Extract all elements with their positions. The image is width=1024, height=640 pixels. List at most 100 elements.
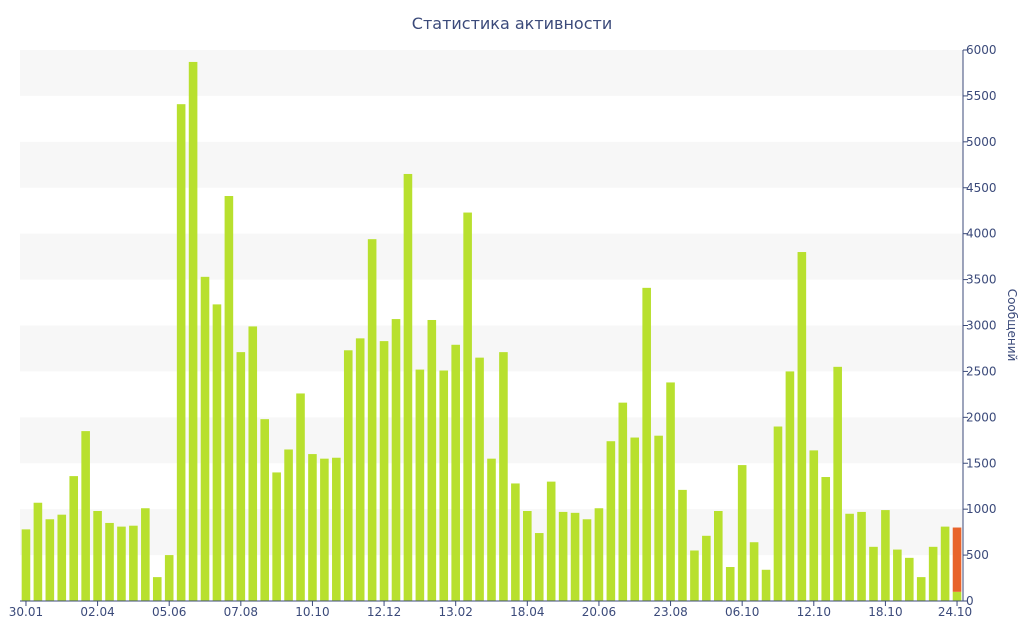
y-tick-label: 6000: [966, 43, 997, 57]
bar[interactable]: [606, 441, 616, 601]
bar[interactable]: [714, 511, 723, 601]
grid-band: [20, 141, 963, 188]
x-tick-label: 02.04: [80, 605, 114, 619]
y-tick-label: 0: [966, 594, 974, 608]
bar[interactable]: [284, 449, 293, 601]
y-tick-label: 1500: [966, 456, 997, 470]
x-tick-label: 07.08: [224, 605, 258, 619]
bar[interactable]: [57, 514, 67, 601]
bar[interactable]: [511, 483, 520, 601]
bar[interactable]: [475, 357, 484, 601]
bar[interactable]: [176, 104, 186, 602]
bar[interactable]: [833, 366, 842, 601]
y-tick-label: 1000: [966, 502, 997, 516]
bar[interactable]: [200, 276, 210, 601]
bar[interactable]: [869, 546, 878, 601]
bar[interactable]: [260, 419, 269, 601]
bar[interactable]: [523, 511, 532, 601]
bar[interactable]: [105, 522, 114, 601]
y-axis-ticks: 0 500 1000 1500 2000 2500 3000 3500 4000 4500 5000…: [963, 43, 997, 608]
bar[interactable]: [164, 555, 174, 601]
bar[interactable]: [702, 535, 711, 601]
bar[interactable]: [487, 458, 496, 601]
bar[interactable]: [129, 525, 138, 601]
bar[interactable]: [630, 437, 640, 601]
bar[interactable]: [893, 549, 902, 601]
bar[interactable]: [33, 502, 43, 601]
bar[interactable]: [797, 252, 807, 601]
bar[interactable]: [212, 304, 222, 601]
bar[interactable]: [678, 489, 687, 601]
bar[interactable]: [272, 472, 281, 601]
bar[interactable]: [141, 508, 150, 601]
bar[interactable]: [809, 450, 819, 601]
bar[interactable]: [499, 352, 508, 601]
bar[interactable]: [761, 569, 771, 601]
bar[interactable]: [881, 510, 890, 601]
bar[interactable]: [534, 533, 544, 601]
bar[interactable]: [308, 454, 317, 601]
bar[interactable]: [773, 426, 783, 601]
bar[interactable]: [558, 511, 568, 601]
bar[interactable]: [296, 393, 305, 601]
grid-band: [20, 325, 963, 372]
x-tick-label: 05.06: [152, 605, 186, 619]
bar[interactable]: [248, 326, 258, 601]
y-axis-title: Сообщений: [1005, 289, 1019, 362]
bar[interactable]: [546, 481, 556, 601]
bar[interactable]: [618, 402, 628, 601]
bar[interactable]: [857, 511, 866, 601]
bar[interactable]: [117, 526, 126, 601]
bar[interactable]: [69, 476, 79, 601]
bar[interactable]: [45, 519, 55, 601]
bar[interactable]: [403, 173, 413, 601]
bar[interactable]: [666, 382, 675, 601]
bar[interactable]: [570, 512, 580, 601]
bar[interactable]: [224, 196, 234, 601]
bar[interactable]: [379, 341, 389, 601]
bar[interactable]: [642, 287, 651, 601]
bar[interactable]: [725, 567, 735, 601]
bar[interactable]: [415, 369, 425, 601]
bar[interactable]: [152, 577, 162, 601]
y-tick-label: 500: [966, 548, 989, 562]
grid-band: [20, 233, 963, 280]
grid-band: [20, 50, 963, 96]
bar[interactable]: [427, 319, 437, 601]
bar[interactable]: [845, 513, 854, 601]
bar[interactable]: [904, 557, 914, 601]
y-tick-label: 4000: [966, 227, 997, 241]
bar[interactable]: [367, 239, 377, 601]
bar[interactable]: [463, 212, 472, 602]
bar[interactable]: [236, 352, 246, 601]
bar-series: [21, 61, 962, 602]
bar[interactable]: [391, 319, 401, 601]
bar[interactable]: [451, 344, 460, 601]
bar[interactable]: [355, 338, 365, 601]
bar[interactable]: [594, 508, 604, 601]
bar[interactable]: [737, 465, 747, 601]
bar[interactable]: [188, 61, 198, 601]
bar[interactable]: [952, 591, 962, 601]
bar[interactable]: [821, 477, 831, 601]
bar[interactable]: [690, 550, 699, 601]
bar[interactable]: [343, 350, 353, 601]
bar[interactable]: [940, 526, 950, 601]
bar[interactable]: [928, 546, 938, 601]
bar-highlight[interactable]: [952, 527, 962, 592]
bar[interactable]: [654, 435, 663, 601]
bar[interactable]: [439, 370, 449, 602]
bar[interactable]: [582, 519, 592, 601]
bar[interactable]: [916, 577, 926, 601]
x-tick-label: 18.04: [510, 605, 544, 619]
bar[interactable]: [81, 431, 90, 601]
bar[interactable]: [21, 529, 31, 601]
x-tick-label: 10.10: [295, 605, 329, 619]
y-tick-label: 4500: [966, 181, 997, 195]
bar[interactable]: [320, 458, 329, 601]
bar[interactable]: [749, 542, 759, 601]
bar[interactable]: [785, 371, 795, 601]
bar[interactable]: [93, 511, 102, 601]
x-tick-label: 24.10: [938, 605, 972, 619]
bar[interactable]: [332, 457, 341, 601]
